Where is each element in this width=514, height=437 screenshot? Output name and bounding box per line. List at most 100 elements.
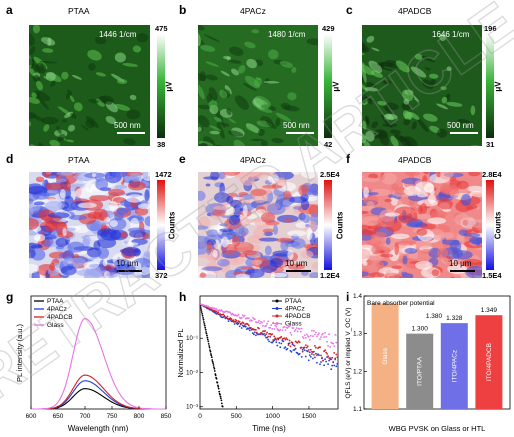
panel-f-cb-min: 1.5E4 <box>482 271 502 280</box>
data-point-ptaa <box>203 321 205 323</box>
data-point-ptaa <box>208 346 211 349</box>
data-point-4padcb <box>298 341 301 344</box>
kpfm-map-4padcb <box>362 25 482 146</box>
data-point-4padcb <box>336 356 339 358</box>
data-point-4pacz <box>244 325 247 328</box>
data-point-glass <box>240 316 243 319</box>
data-point-4padcb <box>267 335 269 338</box>
panel-b-cb-min: 42 <box>324 140 333 149</box>
y-tick-label: 10⁻¹ <box>186 336 198 342</box>
data-point-glass <box>332 342 335 345</box>
data-point-4padcb <box>316 354 318 357</box>
data-point-glass <box>307 336 310 338</box>
data-point-ptaa <box>199 305 202 307</box>
data-point-glass <box>266 322 268 325</box>
data-point-glass <box>296 330 299 333</box>
data-point-4padcb <box>307 349 310 351</box>
data-point-ptaa <box>206 334 208 337</box>
data-point-4padcb <box>283 337 286 339</box>
data-point-4padcb <box>289 345 292 348</box>
data-point-4padcb <box>284 338 287 341</box>
x-tick-label: 600 <box>26 413 37 420</box>
data-point-ptaa <box>213 367 216 370</box>
data-point-4pacz <box>269 335 272 338</box>
panel-d-title: PTAA <box>68 155 90 165</box>
data-point-4padcb <box>255 329 257 331</box>
data-point-4padcb <box>333 352 336 354</box>
data-point-4padcb <box>303 346 306 349</box>
data-point-glass <box>326 340 328 343</box>
plot-frame <box>363 295 511 410</box>
data-point-4padcb <box>238 321 241 323</box>
data-point-4padcb <box>324 349 326 352</box>
legend-label: 4PADCB <box>285 313 311 320</box>
data-point-4pacz <box>282 340 285 343</box>
y-tick-label: 1.2 <box>353 368 362 375</box>
pl-map-4pacz <box>198 172 318 278</box>
data-point-ptaa <box>213 366 215 368</box>
data-point-4pacz <box>304 355 307 358</box>
panel-letter-g: g <box>6 290 14 304</box>
data-point-ptaa <box>214 374 217 377</box>
panel-f-title: 4PADCB <box>398 155 432 165</box>
panel-d-cb-min: 372 <box>155 271 168 280</box>
data-point-glass <box>304 336 307 339</box>
data-point-ptaa <box>221 405 224 408</box>
data-point-4pacz <box>314 356 316 359</box>
data-point-glass <box>289 331 292 334</box>
data-point-glass <box>273 328 276 330</box>
x-axis-label: WBG PVSK on Glass or HTL <box>389 424 486 433</box>
data-point-4padcb <box>266 331 268 334</box>
panel-e-cb-min: 1.2E4 <box>320 271 340 280</box>
data-point-4pacz <box>272 340 275 343</box>
bare-absorber-label: Bare absorber potential <box>367 300 435 307</box>
data-point-4pacz <box>278 342 281 344</box>
data-point-ptaa <box>212 362 214 364</box>
data-point-glass <box>286 327 289 329</box>
plot-frame <box>199 295 339 410</box>
data-point-4pacz <box>331 364 334 367</box>
data-point-4pacz <box>275 341 278 344</box>
data-point-4pacz <box>219 315 222 317</box>
data-point-4pacz <box>263 333 265 335</box>
data-point-4padcb <box>261 332 263 335</box>
data-point-glass <box>295 327 298 329</box>
data-point-4pacz <box>319 363 321 365</box>
data-point-glass <box>319 338 321 341</box>
panel-b-scalebar-label: 500 nm <box>283 121 310 130</box>
data-point-glass <box>325 335 327 338</box>
data-point-4pacz <box>333 364 336 367</box>
data-point-4pacz <box>293 349 296 351</box>
data-point-glass <box>229 312 232 314</box>
panel-e-scalebar <box>286 270 311 272</box>
data-point-glass <box>317 333 319 336</box>
data-point-glass <box>241 314 244 317</box>
panel-d-cb-max: 1472 <box>155 170 172 179</box>
data-point-glass <box>335 341 338 344</box>
data-point-4pacz <box>306 350 309 353</box>
data-point-4pacz <box>307 359 310 362</box>
panel-e-cb-unit: Counts <box>335 211 345 240</box>
data-point-glass <box>231 312 234 315</box>
data-point-4padcb <box>291 341 294 344</box>
data-point-4pacz <box>238 325 241 328</box>
legend-marker <box>275 322 279 325</box>
data-point-4pacz <box>325 360 327 363</box>
panel-e-colorbar <box>324 180 332 270</box>
y-tick-label: 10⁻² <box>186 370 198 376</box>
data-point-4padcb <box>327 355 329 358</box>
data-point-4padcb <box>296 341 299 344</box>
data-point-4padcb <box>300 346 303 349</box>
data-point-4padcb <box>288 339 291 342</box>
data-point-4padcb <box>259 333 261 335</box>
data-point-4padcb <box>312 351 314 354</box>
data-point-4pacz <box>253 333 255 336</box>
data-point-4padcb <box>264 330 266 332</box>
data-point-4padcb <box>322 359 324 362</box>
data-point-ptaa <box>220 402 223 405</box>
data-point-4padcb <box>321 356 323 359</box>
data-point-glass <box>308 338 311 341</box>
data-point-4pacz <box>248 329 251 332</box>
data-point-4pacz <box>240 327 243 329</box>
data-point-4pacz <box>247 327 250 330</box>
